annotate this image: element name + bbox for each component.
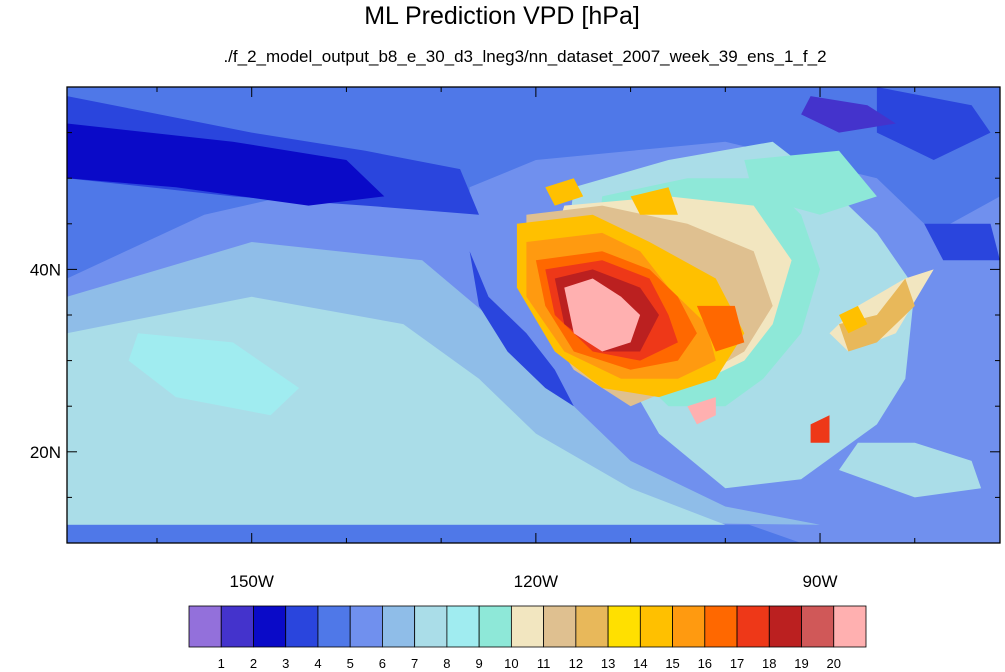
vpd-region-9	[876, 87, 991, 160]
colorbar-box	[801, 605, 835, 648]
colorbar-label: 16	[698, 656, 712, 671]
y-tick-label: 40N	[30, 260, 61, 279]
colorbar-label: 20	[827, 656, 841, 671]
colorbar-label: 4	[314, 656, 321, 671]
vpd-region-12	[801, 96, 896, 133]
colorbar-label: 7	[411, 656, 418, 671]
vpd-region-14	[744, 150, 877, 215]
colorbar-box	[317, 605, 351, 648]
colorbar-box	[639, 605, 673, 648]
colorbar-box	[575, 605, 609, 648]
vpd-region-25	[696, 305, 745, 352]
colorbar-box	[220, 605, 254, 648]
colorbar-label: 3	[282, 656, 289, 671]
colorbar-box	[510, 605, 545, 648]
colorbar-label: 10	[504, 656, 518, 671]
vpd-region-10	[924, 223, 1000, 261]
colorbar-box	[349, 605, 383, 648]
vpd-region-27	[810, 415, 830, 443]
vpd-region-21	[630, 187, 678, 215]
x-tick-label: 90W	[803, 572, 838, 591]
vpd-region-8	[469, 251, 574, 407]
colorbar-box	[414, 605, 448, 648]
colorbar-box	[285, 605, 319, 648]
vpd-region-30	[687, 397, 716, 425]
vpd-region-5	[839, 442, 982, 498]
colorbar-label: 1	[218, 656, 225, 671]
y-tick-label: 20N	[30, 443, 61, 462]
colorbar-label: 9	[476, 656, 483, 671]
colorbar-label: 15	[665, 656, 679, 671]
colorbar-box	[188, 605, 222, 648]
colorbar-box	[704, 605, 738, 648]
x-axis: 150W 120W 90W	[156, 87, 916, 591]
vpd-contour-fill	[67, 87, 1000, 543]
colorbar-box	[478, 605, 512, 648]
vpd-region-6	[128, 333, 300, 416]
colorbar-label: 6	[379, 656, 386, 671]
x-tick-label: 120W	[514, 572, 558, 591]
colorbar-box	[382, 605, 416, 648]
colorbar-label: 19	[794, 656, 808, 671]
vpd-region-29	[564, 278, 641, 352]
colorbar-label: 5	[347, 656, 354, 671]
chart-subtitle: ./f_2_model_output_b8_e_30_d3_lneg3/nn_d…	[223, 47, 826, 66]
colorbar-label: 11	[537, 656, 551, 671]
colorbar-label: 17	[730, 656, 744, 671]
colorbar-label: 14	[633, 656, 647, 671]
colorbar-label: 18	[762, 656, 776, 671]
vpd-region-18	[839, 278, 915, 352]
vpd-region-11	[67, 123, 385, 206]
vpd-region-20	[545, 178, 584, 206]
colorbar-box	[672, 605, 706, 648]
colorbar-label: 12	[569, 656, 583, 671]
vpd-region-22	[839, 305, 868, 334]
colorbar-box	[253, 605, 287, 648]
x-tick-label: 150W	[229, 572, 273, 591]
colorbar: 1 2 3 4 5 6 7 8 9 10 11 12 13 14 15 16 17 18 19 20	[188, 605, 867, 671]
colorbar-box	[543, 605, 577, 648]
colorbar-label: 8	[443, 656, 450, 671]
chart-title: ML Prediction VPD [hPa]	[364, 2, 640, 30]
y-axis: 20N 40N	[30, 86, 1000, 498]
colorbar-box	[607, 605, 641, 648]
colorbar-label: 13	[601, 656, 615, 671]
colorbar-label: 2	[250, 656, 257, 671]
colorbar-box	[446, 605, 480, 648]
colorbar-box	[736, 605, 770, 648]
colorbar-box	[768, 605, 802, 648]
colorbar-box	[833, 605, 867, 648]
